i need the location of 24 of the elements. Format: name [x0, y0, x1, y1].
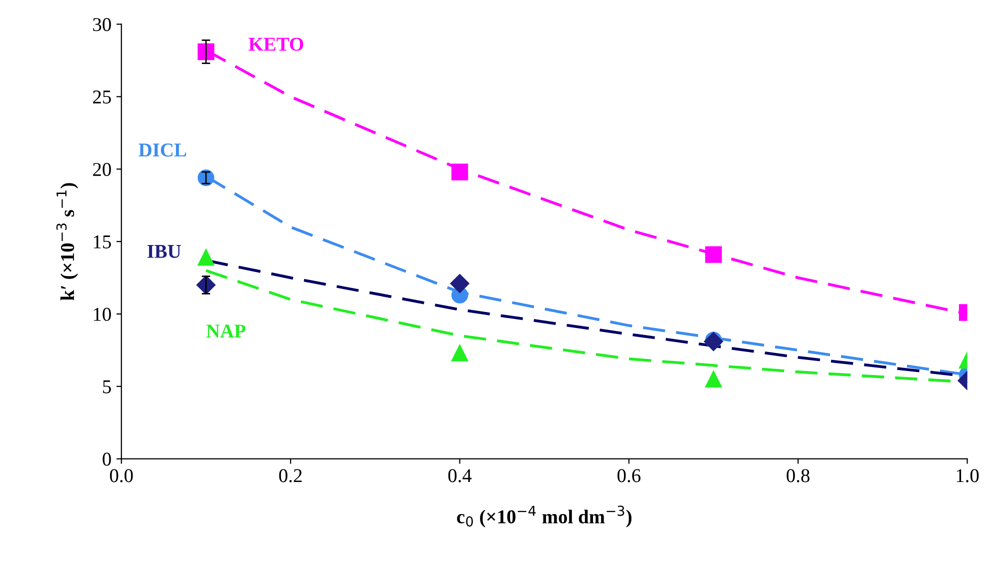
- y-tick-label: 15: [94, 235, 111, 248]
- text: NAP: [206, 324, 246, 338]
- point: [451, 344, 468, 362]
- y-tick-label: 10: [94, 308, 111, 321]
- y-tick-label: 0: [102, 452, 111, 466]
- series-label: IBU: [147, 245, 181, 258]
- y-tick-label: 30: [93, 18, 111, 32]
- y-tick-label: 20: [93, 162, 111, 176]
- x-tick-label: 0.2: [279, 469, 302, 482]
- point: [198, 249, 214, 266]
- x-tick-label: 0.8: [786, 469, 810, 482]
- x-tick-label: 0.6: [618, 469, 640, 482]
- x-tick-label: 0.0: [110, 469, 133, 482]
- x-tick-label: 1.0: [956, 469, 979, 482]
- point: [451, 164, 468, 180]
- y-tick-label: 25: [93, 90, 111, 104]
- x-axis-title: c$_{0}$ (×10$^{−4}$ mol dm$^{−3}$): [457, 506, 632, 528]
- y-tick-label: 5: [103, 380, 111, 394]
- series-label: DICL: [138, 144, 186, 157]
- x-tick-label: 0.4: [448, 469, 472, 482]
- series-label: KETO: [248, 38, 304, 51]
- y-axis-title: k′ (×10$^{−3}$ s$^{−1}$): [56, 183, 78, 300]
- point: [198, 43, 214, 60]
- point: [450, 274, 470, 294]
